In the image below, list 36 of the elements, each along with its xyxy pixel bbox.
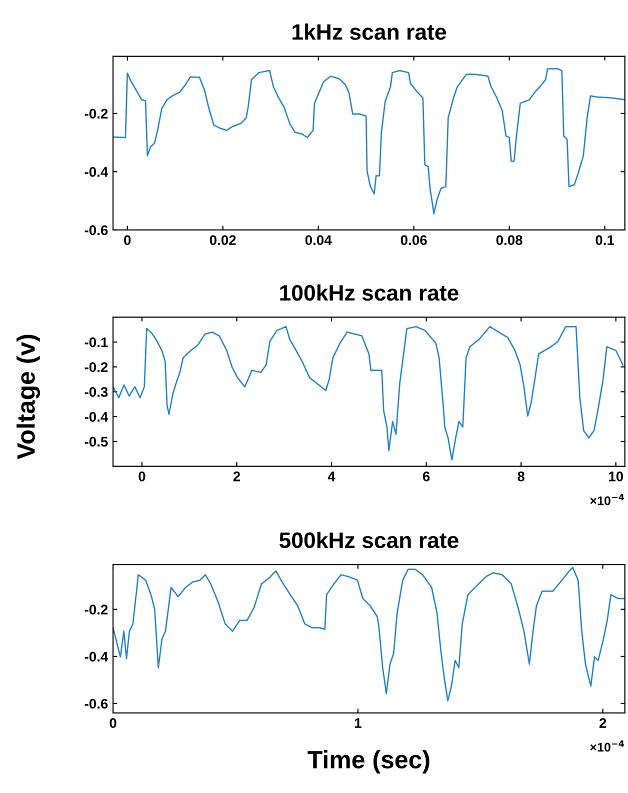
- text: ×10$^{−4}$: [590, 494, 624, 506]
- line-series: [113, 566, 625, 702]
- x-tick-label: 10: [609, 472, 624, 482]
- y-tick-label: -0.4: [84, 167, 108, 177]
- x-tick-label: 0.08: [496, 235, 522, 246]
- x-tick-label: 6: [422, 472, 430, 482]
- y-tick-label: -0.3: [84, 387, 108, 397]
- y-tick-label: -0.6: [84, 698, 108, 709]
- chart-title: 100kHz scan rate: [280, 284, 458, 301]
- y-tick-label: -0.6: [84, 225, 108, 236]
- x-axis-title: Time (sec): [308, 750, 430, 774]
- x-tick-label: 0: [138, 472, 146, 482]
- y-tick-label: -0.2: [84, 362, 108, 372]
- y-axis-title: Voltage (v): [16, 334, 40, 460]
- x-tick-label: 2: [233, 472, 240, 482]
- chart-title: 1kHz scan rate: [292, 24, 446, 40]
- y-tick-label: -0.4: [84, 412, 108, 422]
- x-tick-label: 4: [328, 472, 336, 482]
- x-tick-label: 0.04: [305, 235, 332, 246]
- x-tick-label: 2: [599, 718, 606, 728]
- line-series: [113, 68, 625, 214]
- y-tick-label: -0.2: [84, 604, 108, 615]
- x-tick-label: 0.02: [210, 235, 236, 246]
- y-tick-label: -0.5: [84, 436, 108, 447]
- x-tick-label: 0: [110, 718, 116, 728]
- y-tick-label: -0.2: [84, 108, 108, 119]
- text: ×10$^{−4}$: [590, 740, 624, 752]
- chart-title: 500kHz scan rate: [279, 532, 458, 548]
- x-tick-label: 1: [354, 718, 362, 728]
- x-tick-label: 8: [518, 472, 525, 482]
- x-tick-label: 0.1: [596, 235, 614, 246]
- y-tick-label: -0.1: [84, 337, 108, 348]
- x-tick-label: 0: [124, 235, 131, 246]
- line-series: [113, 326, 624, 461]
- x-tick-label: 0.06: [400, 235, 427, 246]
- y-tick-label: -0.4: [84, 652, 108, 662]
